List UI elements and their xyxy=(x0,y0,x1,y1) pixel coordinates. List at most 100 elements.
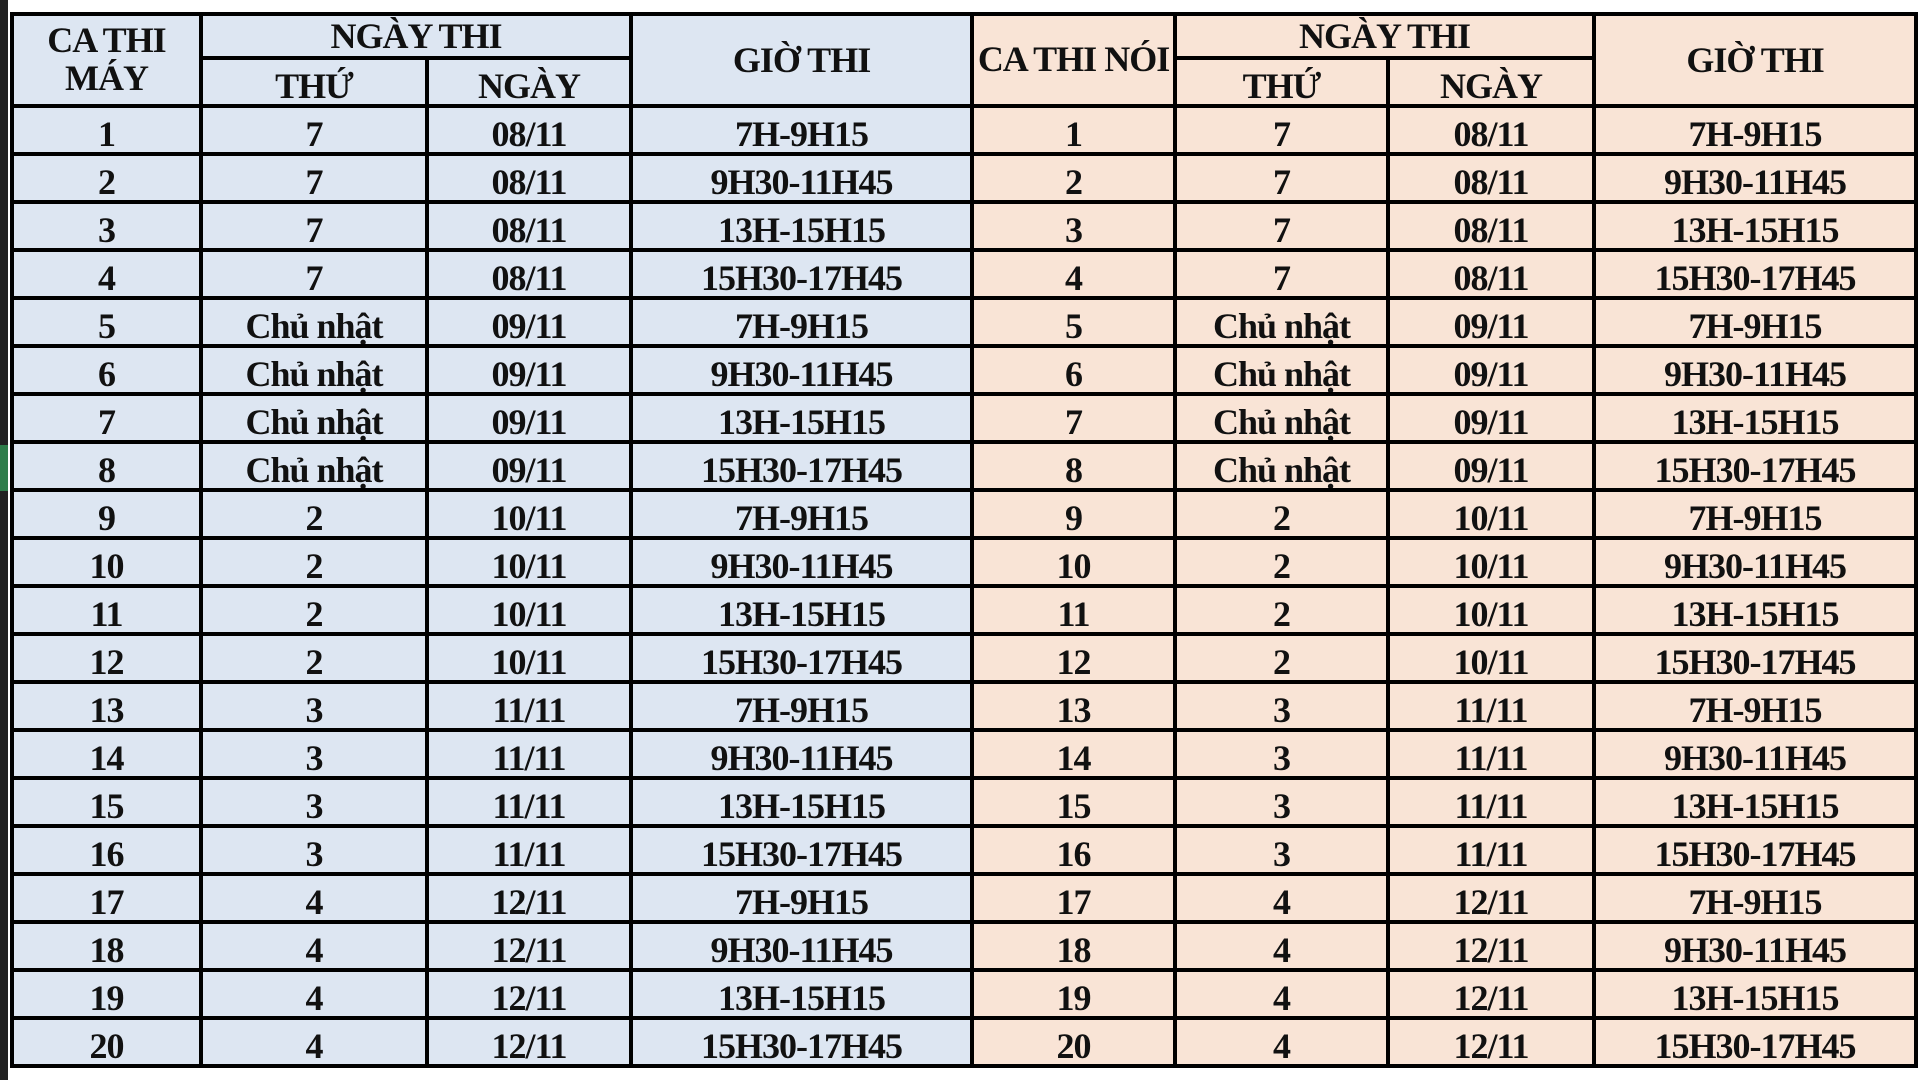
speaking-date-cell: 09/11 xyxy=(1386,392,1597,444)
computer-date-cell: 10/11 xyxy=(424,584,634,636)
speaking-session-number-cell: 16 xyxy=(970,824,1178,876)
computer-session-number-cell: 17 xyxy=(10,872,203,924)
table-row: 1 7 08/11 7H-9H15 1 7 08/11 7H-9H15 xyxy=(10,104,1919,156)
computer-time-slot-cell: 9H30-11H45 xyxy=(629,344,975,396)
speaking-time-slot-cell: 9H30-11H45 xyxy=(1592,536,1919,588)
exam-schedule-table: CA THI MÁY NGÀY THI GIỜ THI CA THI NÓI N… xyxy=(10,12,1919,1068)
computer-date-cell: 12/11 xyxy=(424,920,634,972)
computer-date-cell: 11/11 xyxy=(424,824,634,876)
computer-weekday-cell: Chủ nhật xyxy=(199,296,429,348)
speaking-weekday-cell: 4 xyxy=(1173,872,1391,924)
table-row: 4 7 08/11 15H30-17H45 4 7 08/11 15H30-17H45 xyxy=(10,248,1919,300)
computer-session-number-cell: 1 xyxy=(10,104,203,156)
speaking-session-number-cell: 8 xyxy=(970,440,1178,492)
computer-weekday-cell: 2 xyxy=(199,536,429,588)
computer-date-cell: 12/11 xyxy=(424,968,634,1020)
computer-weekday-cell: 2 xyxy=(199,584,429,636)
computer-time-slot-cell: 7H-9H15 xyxy=(629,872,975,924)
table-row: 3 7 08/11 13H-15H15 3 7 08/11 13H-15H15 xyxy=(10,200,1919,252)
header-weekday-left: THỨ xyxy=(199,56,429,108)
speaking-session-number-cell: 20 xyxy=(970,1016,1178,1068)
computer-time-slot-cell: 15H30-17H45 xyxy=(629,1016,975,1068)
computer-weekday-cell: 7 xyxy=(199,104,429,156)
speaking-session-number-cell: 15 xyxy=(970,776,1178,828)
table-row: 14 3 11/11 9H30-11H45 14 3 11/11 9H30-11H45 xyxy=(10,728,1919,780)
speaking-time-slot-cell: 13H-15H15 xyxy=(1592,776,1919,828)
computer-weekday-cell: Chủ nhật xyxy=(199,344,429,396)
speaking-time-slot-cell: 15H30-17H45 xyxy=(1592,1016,1919,1068)
computer-weekday-cell: 4 xyxy=(199,1016,429,1068)
speaking-weekday-cell: 4 xyxy=(1173,920,1391,972)
table-row: 20 4 12/11 15H30-17H45 20 4 12/11 15H30-17H45 xyxy=(10,1016,1919,1068)
computer-time-slot-cell: 15H30-17H45 xyxy=(629,632,975,684)
computer-session-number-cell: 10 xyxy=(10,536,203,588)
table-row: 13 3 11/11 7H-9H15 13 3 11/11 7H-9H15 xyxy=(10,680,1919,732)
computer-session-number-cell: 13 xyxy=(10,680,203,732)
computer-time-slot-cell: 13H-15H15 xyxy=(629,200,975,252)
speaking-weekday-cell: 7 xyxy=(1173,200,1391,252)
speaking-date-cell: 11/11 xyxy=(1386,824,1597,876)
speaking-session-number-cell: 17 xyxy=(970,872,1178,924)
computer-session-number-cell: 15 xyxy=(10,776,203,828)
header-date-left: NGÀY xyxy=(424,56,634,108)
speaking-session-number-cell: 10 xyxy=(970,536,1178,588)
table-row: 19 4 12/11 13H-15H15 19 4 12/11 13H-15H15 xyxy=(10,968,1919,1020)
schedule-body: 1 7 08/11 7H-9H15 1 7 08/11 7H-9H15 2 7 08/11 9H30-… xyxy=(10,104,1919,1068)
computer-weekday-cell: 7 xyxy=(199,248,429,300)
table-row: 16 3 11/11 15H30-17H45 16 3 11/11 15H30-17H45 xyxy=(10,824,1919,876)
speaking-time-slot-cell: 13H-15H15 xyxy=(1592,968,1919,1020)
speaking-date-cell: 11/11 xyxy=(1386,680,1597,732)
speaking-weekday-cell: 2 xyxy=(1173,584,1391,636)
computer-weekday-cell: 4 xyxy=(199,920,429,972)
speaking-time-slot-cell: 9H30-11H45 xyxy=(1592,152,1919,204)
speaking-date-cell: 09/11 xyxy=(1386,344,1597,396)
speaking-weekday-cell: Chủ nhật xyxy=(1173,440,1391,492)
speaking-weekday-cell: 7 xyxy=(1173,104,1391,156)
computer-weekday-cell: 7 xyxy=(199,200,429,252)
header-computer-session: CA THI MÁY xyxy=(10,12,203,108)
header-exam-date-right: NGÀY THI xyxy=(1173,12,1597,60)
row-selection-marker xyxy=(0,445,8,491)
speaking-time-slot-cell: 15H30-17H45 xyxy=(1592,632,1919,684)
computer-session-number-cell: 11 xyxy=(10,584,203,636)
table-row: 11 2 10/11 13H-15H15 11 2 10/11 13H-15H15 xyxy=(10,584,1919,636)
computer-session-number-cell: 20 xyxy=(10,1016,203,1068)
speaking-date-cell: 10/11 xyxy=(1386,536,1597,588)
computer-session-number-cell: 9 xyxy=(10,488,203,540)
speaking-date-cell: 08/11 xyxy=(1386,248,1597,300)
speaking-time-slot-cell: 15H30-17H45 xyxy=(1592,440,1919,492)
computer-date-cell: 09/11 xyxy=(424,344,634,396)
speaking-date-cell: 11/11 xyxy=(1386,776,1597,828)
computer-time-slot-cell: 7H-9H15 xyxy=(629,104,975,156)
speaking-weekday-cell: Chủ nhật xyxy=(1173,296,1391,348)
computer-weekday-cell: 3 xyxy=(199,680,429,732)
speaking-date-cell: 11/11 xyxy=(1386,728,1597,780)
computer-time-slot-cell: 13H-15H15 xyxy=(629,776,975,828)
speaking-weekday-cell: 4 xyxy=(1173,968,1391,1020)
computer-weekday-cell: 2 xyxy=(199,632,429,684)
computer-weekday-cell: 3 xyxy=(199,776,429,828)
speaking-time-slot-cell: 7H-9H15 xyxy=(1592,872,1919,924)
computer-time-slot-cell: 7H-9H15 xyxy=(629,680,975,732)
speaking-weekday-cell: 2 xyxy=(1173,536,1391,588)
computer-date-cell: 08/11 xyxy=(424,104,634,156)
computer-time-slot-cell: 7H-9H15 xyxy=(629,488,975,540)
table-row: 6 Chủ nhật 09/11 9H30-11H45 6 Chủ nhật 09/11 9H… xyxy=(10,344,1919,396)
table-row: 5 Chủ nhật 09/11 7H-9H15 5 Chủ nhật 09/11 7H-9H… xyxy=(10,296,1919,348)
speaking-time-slot-cell: 15H30-17H45 xyxy=(1592,824,1919,876)
computer-date-cell: 10/11 xyxy=(424,488,634,540)
speaking-session-number-cell: 12 xyxy=(970,632,1178,684)
speaking-weekday-cell: 2 xyxy=(1173,632,1391,684)
table-row: 9 2 10/11 7H-9H15 9 2 10/11 7H-9H15 xyxy=(10,488,1919,540)
table-row: 8 Chủ nhật 09/11 15H30-17H45 8 Chủ nhật 09/11 1… xyxy=(10,440,1919,492)
computer-session-number-cell: 5 xyxy=(10,296,203,348)
computer-session-number-cell: 7 xyxy=(10,392,203,444)
computer-weekday-cell: 2 xyxy=(199,488,429,540)
computer-time-slot-cell: 13H-15H15 xyxy=(629,584,975,636)
computer-time-slot-cell: 15H30-17H45 xyxy=(629,248,975,300)
speaking-session-number-cell: 19 xyxy=(970,968,1178,1020)
computer-time-slot-cell: 15H30-17H45 xyxy=(629,824,975,876)
speaking-time-slot-cell: 7H-9H15 xyxy=(1592,296,1919,348)
table-row: 10 2 10/11 9H30-11H45 10 2 10/11 9H30-11H45 xyxy=(10,536,1919,588)
speaking-weekday-cell: 4 xyxy=(1173,1016,1391,1068)
